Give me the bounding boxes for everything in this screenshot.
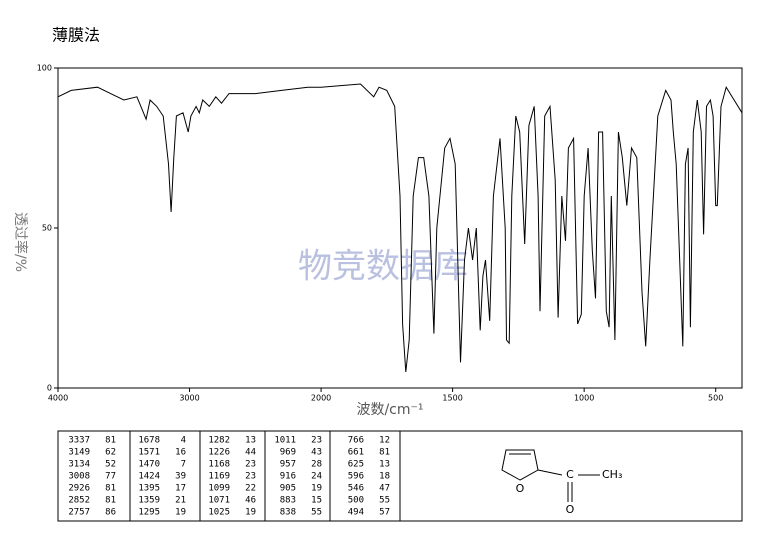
peak-wavenumber: 3134 (68, 460, 90, 470)
peak-transmittance: 19 (245, 508, 256, 518)
atom: O (566, 503, 575, 516)
peak-wavenumber: 1071 (208, 496, 230, 506)
peak-transmittance: 21 (175, 496, 186, 506)
peak-wavenumber: 546 (348, 484, 364, 494)
x-tick-label: 3000 (179, 394, 199, 403)
peak-transmittance: 15 (311, 496, 322, 506)
peak-transmittance: 81 (105, 496, 116, 506)
peak-transmittance: 57 (379, 508, 390, 518)
peak-wavenumber: 1099 (208, 484, 230, 494)
peak-wavenumber: 1359 (138, 496, 160, 506)
peak-wavenumber: 661 (348, 448, 364, 458)
peak-wavenumber: 3008 (68, 472, 90, 482)
peak-wavenumber: 1011 (274, 436, 296, 446)
x-tick-label: 500 (708, 394, 723, 403)
peak-transmittance: 18 (379, 472, 390, 482)
x-tick-label: 1500 (442, 394, 462, 403)
peak-transmittance: 13 (379, 460, 390, 470)
peak-transmittance: 46 (245, 496, 256, 506)
peak-transmittance: 17 (175, 484, 186, 494)
peak-wavenumber: 957 (280, 460, 296, 470)
watermark: 物竞数据库 (298, 247, 468, 287)
peak-transmittance: 23 (245, 460, 256, 470)
peak-transmittance: 44 (245, 448, 256, 458)
peak-transmittance: 55 (379, 496, 390, 506)
peak-transmittance: 19 (311, 484, 322, 494)
peak-wavenumber: 1226 (208, 448, 230, 458)
peak-wavenumber: 1295 (138, 508, 160, 518)
peak-wavenumber: 1168 (208, 460, 230, 470)
y-tick-label: 0 (47, 384, 52, 393)
peak-wavenumber: 1025 (208, 508, 230, 518)
spectrum-line (57, 83, 743, 373)
peak-wavenumber: 969 (280, 448, 296, 458)
peak-transmittance: 52 (105, 460, 116, 470)
peak-transmittance: 81 (105, 484, 116, 494)
peak-wavenumber: 905 (280, 484, 296, 494)
atom: O (516, 482, 525, 495)
peak-wavenumber: 494 (348, 508, 364, 518)
peak-transmittance: 81 (105, 436, 116, 446)
chart-title: 薄膜法 (52, 26, 100, 45)
peak-wavenumber: 596 (348, 472, 364, 482)
y-tick-label: 100 (37, 64, 52, 73)
peak-wavenumber: 2926 (68, 484, 90, 494)
atom: C (566, 468, 574, 481)
peak-transmittance: 23 (245, 472, 256, 482)
x-axis-label: 波数/cm⁻¹ (356, 402, 423, 418)
peak-transmittance: 55 (311, 508, 322, 518)
peak-wavenumber: 1424 (138, 472, 160, 482)
peak-wavenumber: 766 (348, 436, 364, 446)
peak-transmittance: 77 (105, 472, 116, 482)
x-tick-label: 1000 (574, 394, 594, 403)
bond (537, 469, 563, 476)
peak-transmittance: 7 (181, 460, 186, 470)
peak-transmittance: 39 (175, 472, 186, 482)
peak-wavenumber: 3337 (68, 436, 90, 446)
peak-wavenumber: 625 (348, 460, 364, 470)
peak-wavenumber: 1282 (208, 436, 230, 446)
peak-transmittance: 28 (311, 460, 322, 470)
peak-wavenumber: 2852 (68, 496, 90, 506)
peak-wavenumber: 1169 (208, 472, 230, 482)
peak-wavenumber: 838 (280, 508, 296, 518)
peak-wavenumber: 500 (348, 496, 364, 506)
peak-transmittance: 86 (105, 508, 116, 518)
structure (501, 449, 600, 502)
peak-wavenumber: 2757 (68, 508, 90, 518)
peak-wavenumber: 1395 (138, 484, 160, 494)
peak-wavenumber: 3149 (68, 448, 90, 458)
peak-wavenumber: 1678 (138, 436, 160, 446)
atom: CH₃ (602, 468, 622, 481)
peak-transmittance: 47 (379, 484, 390, 494)
peak-transmittance: 62 (105, 448, 116, 458)
peak-transmittance: 23 (311, 436, 322, 446)
peak-transmittance: 19 (175, 508, 186, 518)
peak-transmittance: 4 (181, 436, 186, 446)
peak-wavenumber: 1470 (138, 460, 160, 470)
peak-transmittance: 43 (311, 448, 322, 458)
x-tick-label: 4000 (48, 394, 68, 403)
peak-transmittance: 81 (379, 448, 390, 458)
y-axis-label: 透过率/% (12, 212, 29, 272)
peak-transmittance: 24 (311, 472, 322, 482)
peak-transmittance: 12 (379, 436, 390, 446)
peak-transmittance: 13 (245, 436, 256, 446)
x-tick-label: 2000 (311, 394, 331, 403)
peak-wavenumber: 916 (280, 472, 296, 482)
furan-ring (501, 449, 539, 481)
peak-wavenumber: 1571 (138, 448, 160, 458)
peak-wavenumber: 883 (280, 496, 296, 506)
y-tick-label: 50 (42, 224, 52, 233)
peak-transmittance: 22 (245, 484, 256, 494)
peak-transmittance: 16 (175, 448, 186, 458)
